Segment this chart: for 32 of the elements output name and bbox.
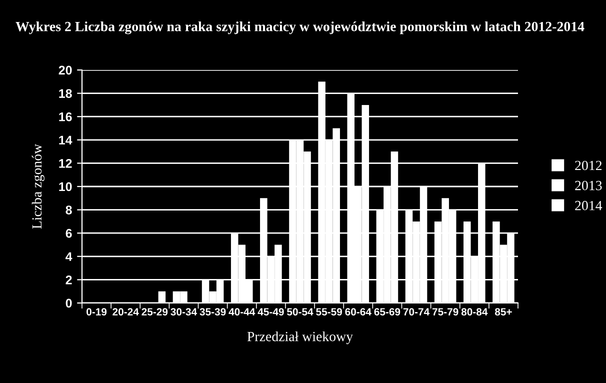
x-tick-label: 50-54 bbox=[287, 308, 314, 316]
legend-label: 2014 bbox=[575, 200, 602, 210]
x-tick-label: 20-24 bbox=[112, 308, 139, 316]
y-tick-label: 12 bbox=[59, 159, 72, 168]
y-tick-label: 14 bbox=[59, 136, 72, 144]
x-tick-label: 55-59 bbox=[316, 308, 342, 316]
y-tick-label: 8 bbox=[66, 206, 72, 214]
y-axis-title: Liczba zgonów bbox=[32, 144, 44, 229]
x-tick-label: 75-79 bbox=[432, 308, 458, 316]
y-tick-label: 4 bbox=[66, 252, 72, 261]
y-tick-label: 10 bbox=[59, 182, 72, 192]
chart-title: Wykres 2 Liczba zgonów na raka szyjki macicy w województwie pomorskim w latach 2012-2014 bbox=[16, 21, 584, 34]
x-tick-label: 70-74 bbox=[403, 308, 430, 316]
x-tick-label: 25-29 bbox=[142, 308, 168, 316]
x-tick-label: 30-34 bbox=[170, 308, 197, 316]
x-tick-label: 0-19 bbox=[86, 308, 107, 316]
x-tick-label: 35-39 bbox=[200, 308, 226, 316]
y-tick-label: 18 bbox=[59, 89, 72, 98]
y-tick-label: 2 bbox=[66, 276, 72, 284]
x-axis-title: Przedział wiekowy bbox=[247, 331, 353, 344]
y-tick-label: 0 bbox=[66, 298, 72, 308]
y-tick-label: 6 bbox=[66, 228, 72, 238]
y-tick-label: 16 bbox=[59, 112, 72, 122]
x-tick-label: 85+ bbox=[494, 308, 512, 316]
x-tick-label: 80-84 bbox=[461, 308, 488, 316]
x-tick-label: 65-69 bbox=[374, 308, 400, 316]
legend-label: 2013 bbox=[575, 180, 602, 190]
x-tick-label: 45-49 bbox=[258, 308, 284, 316]
y-tick-label: 20 bbox=[58, 66, 72, 75]
x-tick-label: 40-44 bbox=[228, 308, 256, 316]
legend-label: 2012 bbox=[575, 160, 602, 170]
x-tick-label: 60-64 bbox=[345, 308, 372, 316]
